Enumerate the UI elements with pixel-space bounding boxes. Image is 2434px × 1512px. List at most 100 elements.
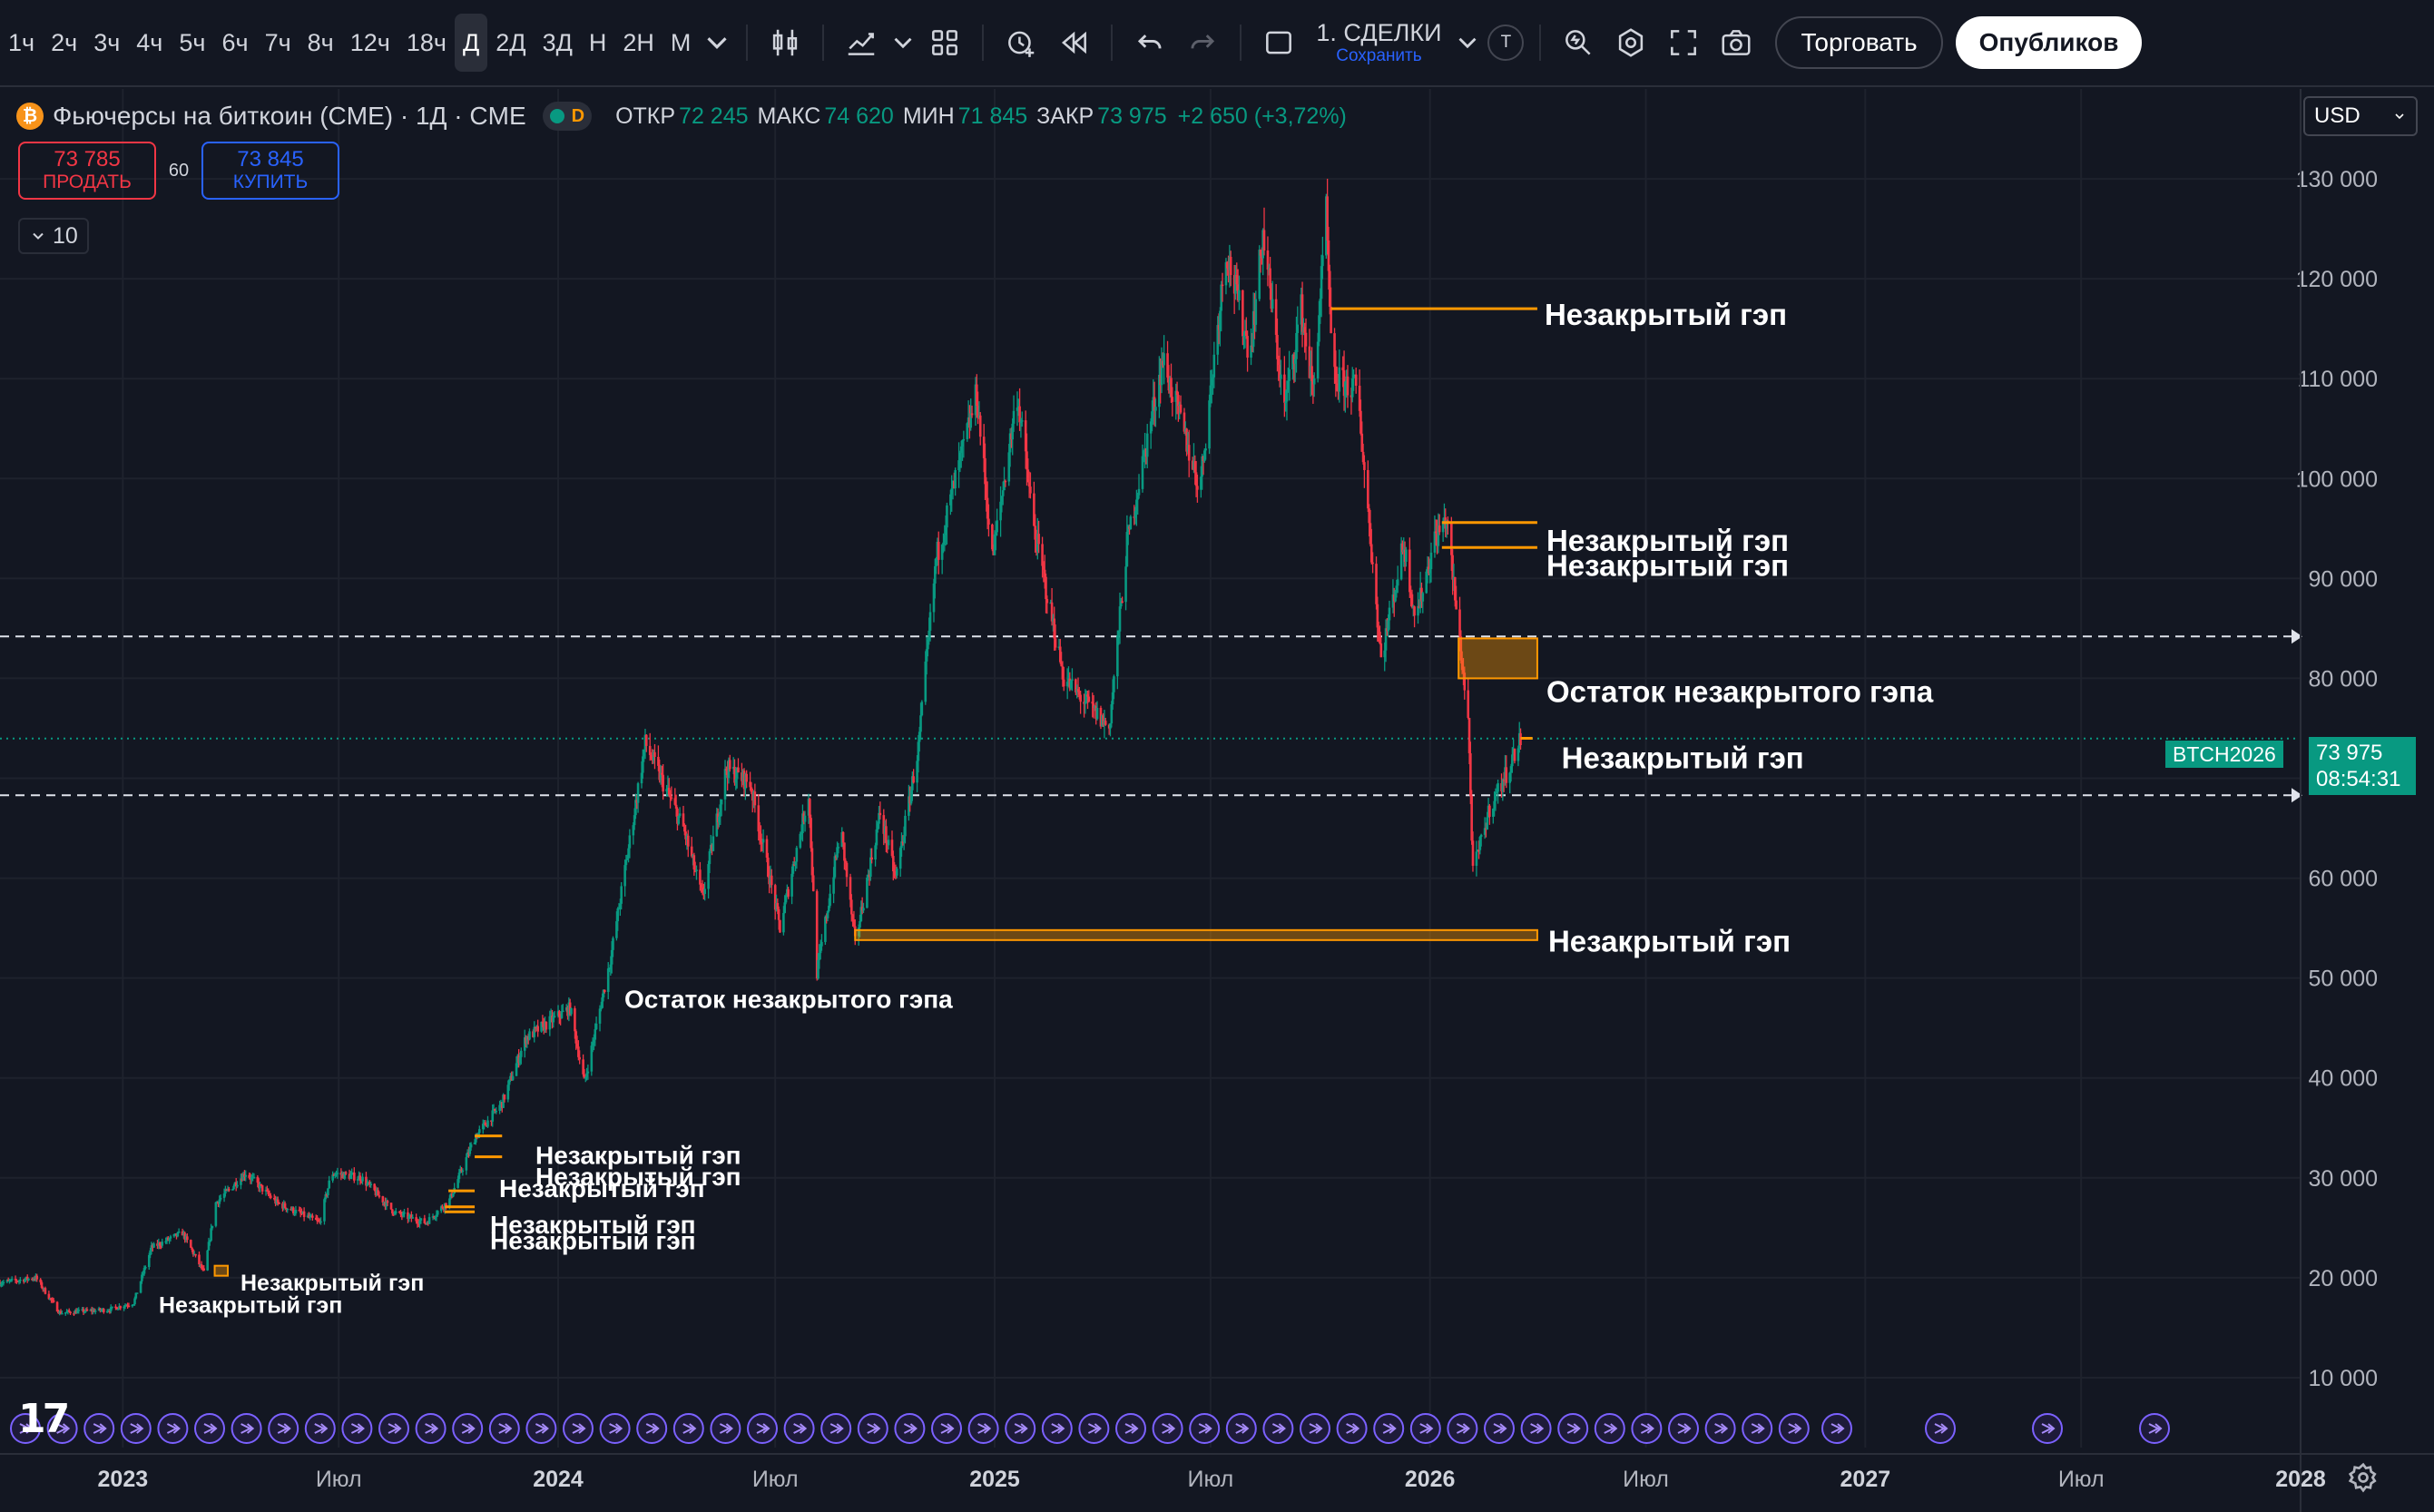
candle-body [545,1022,548,1030]
candle-body [127,1305,131,1308]
timeframe-button[interactable]: 3Д [542,29,573,56]
candle-body [590,1046,594,1072]
event-arrow-icon [1640,1423,1654,1434]
timeframe-button[interactable]: 3ч [93,29,121,56]
templates-grid-icon[interactable] [918,14,971,72]
trade-button[interactable]: Торговать [1775,16,1943,69]
event-marker-icon [341,1413,373,1444]
layout-save-link[interactable]: Сохранить [1336,46,1422,65]
candle-body [407,1212,409,1220]
timeframe-button[interactable]: 12ч [349,29,390,56]
candle-body [703,889,706,895]
candle-body [974,384,977,416]
event-marker-icon [1631,1413,1663,1444]
event-arrow-icon [2041,1423,2056,1434]
layout-dropdown-icon[interactable] [1452,14,1483,72]
indicators-icon[interactable] [835,14,888,72]
candles-chart-type-icon[interactable] [759,14,811,72]
timeframe-button[interactable]: 18ч [406,29,447,56]
candle-body [257,1183,260,1189]
timeframe-button[interactable]: 2Н [623,29,654,56]
event-marker-icon [1484,1413,1515,1444]
replay-icon[interactable] [1047,14,1100,72]
candle-body [810,848,814,876]
candle-body [150,1245,153,1251]
candle-body [735,767,739,780]
timeframe-button[interactable]: Д [454,14,488,72]
indicators-dropdown-icon[interactable] [888,14,918,72]
symbol-title[interactable]: Фьючерсы на биткоин (CME) · 1Д · CME [53,102,526,130]
timeframe-button[interactable]: 4ч [136,29,163,56]
candle-body [1034,525,1036,540]
indicators-collapse-button[interactable]: 10 [18,218,89,254]
time-axis-settings-icon[interactable] [2347,1461,2380,1494]
candle-body [803,815,807,822]
redo-icon[interactable] [1176,14,1229,72]
candle-body [801,813,804,834]
timeframe-button[interactable]: 2ч [51,29,78,56]
timeframe-button[interactable]: М [670,29,692,56]
candle-body [866,877,869,908]
candle-body [1479,834,1483,838]
event-arrow-icon [682,1423,697,1434]
undo-icon[interactable] [1124,14,1176,72]
candle-body [466,1152,469,1158]
candle-body [182,1232,185,1236]
fullscreen-icon[interactable] [1657,14,1710,72]
candle-body [1295,332,1298,359]
y-tick-label: 90 000 [2309,566,2378,592]
currency-select[interactable]: USD [2303,96,2418,136]
candle-body [841,832,845,843]
candle-body [449,1193,453,1199]
candle-body [954,470,957,489]
candle-body [603,989,606,992]
candle-body [902,836,906,842]
candle-body [1000,496,1004,502]
layout-square-icon[interactable] [1252,14,1305,72]
candle-body [1008,433,1012,453]
timeframe-button[interactable]: 6ч [221,29,249,56]
quick-search-icon[interactable] [1552,14,1605,72]
timeframe-dropdown-icon[interactable] [699,14,735,72]
candle-body [519,1050,523,1057]
timeframe-button[interactable]: 1ч [8,29,35,56]
candle-body [442,1208,446,1210]
candle-body [967,417,970,424]
timeframe-button[interactable]: 2Д [496,29,526,56]
camera-snapshot-icon[interactable] [1710,14,1762,72]
candle-body [932,583,936,613]
candle-body [1459,636,1463,661]
candle-body [1353,374,1357,377]
candle-body [904,815,907,837]
candle-body [1426,566,1429,572]
layout-name-block[interactable]: 1. СДЕЛКИ Сохранить [1305,19,1452,66]
candle-body [933,565,937,584]
candle-body [1258,250,1261,299]
candle-body [343,1172,347,1179]
candle-body [927,639,929,650]
candle-body [177,1231,181,1233]
timeframe-button[interactable]: Н [588,29,607,56]
candle-body [1261,230,1264,259]
candle-body [1492,808,1495,818]
event-marker-icon [452,1413,484,1444]
candle-body [1251,345,1254,348]
market-open-dot-icon [549,109,564,123]
candle-body [616,908,620,922]
candle-body [564,1007,568,1011]
event-marker-icon [1668,1413,1699,1444]
sell-button[interactable]: 73 785 ПРОДАТЬ [18,142,156,200]
timeframe-button[interactable]: 8ч [307,29,334,56]
candle-body [1359,410,1362,434]
market-status[interactable]: D [542,102,593,131]
candle-body [1285,389,1289,402]
publish-button[interactable]: Опубликов [1955,16,2143,69]
alert-add-icon[interactable] [995,14,1047,72]
settings-gear-icon[interactable] [1605,14,1657,72]
buy-button[interactable]: 73 845 КУПИТЬ [201,142,339,200]
timeframe-button[interactable]: 7ч [264,29,291,56]
candles [0,178,1522,1316]
tradingview-logo-icon[interactable]: 17 [18,1396,70,1442]
timeframe-button[interactable]: 5ч [179,29,206,56]
